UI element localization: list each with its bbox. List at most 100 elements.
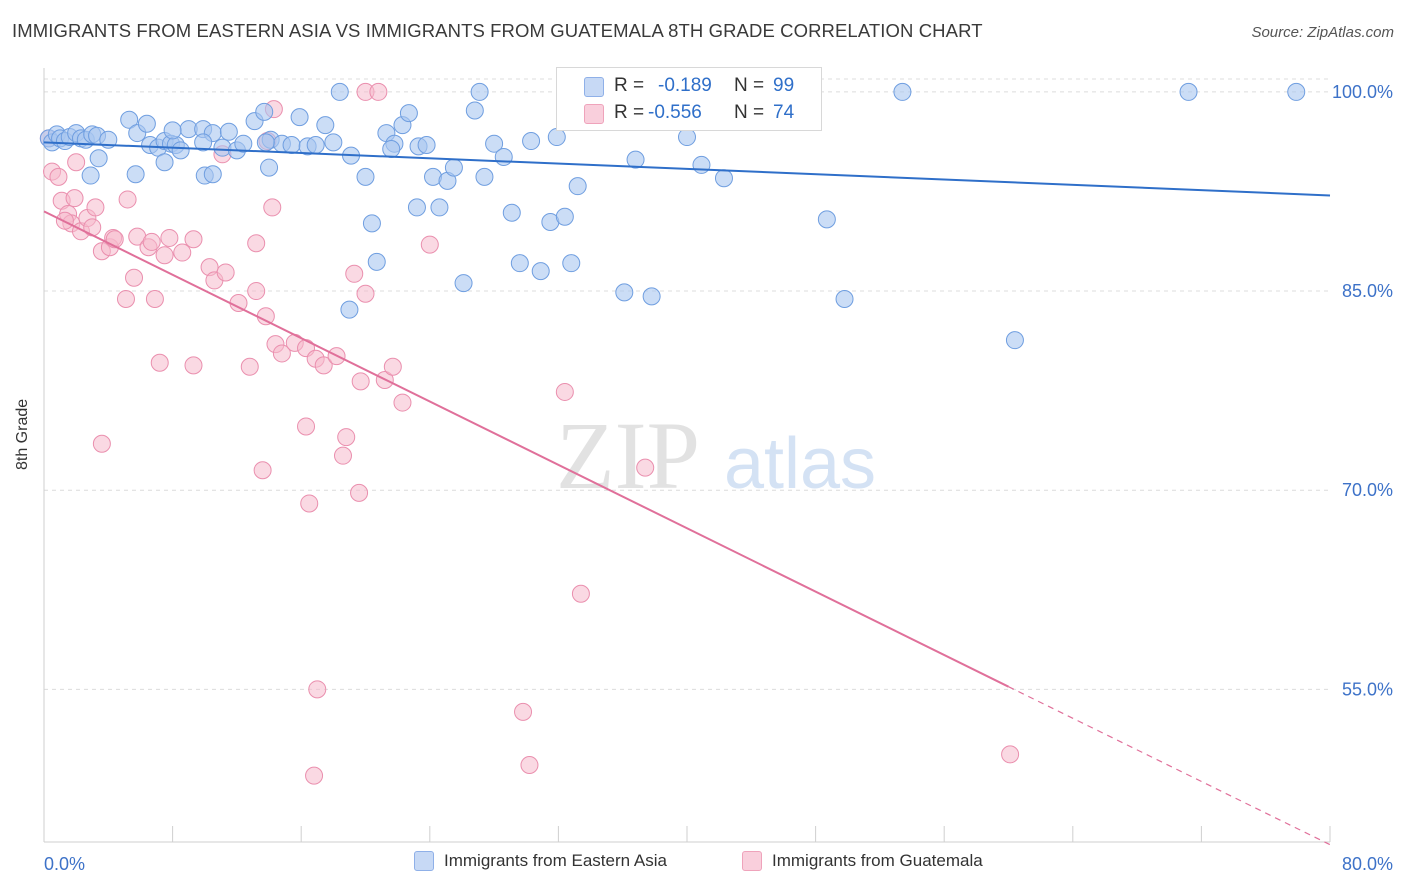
data-point-eastern-asia [382, 140, 401, 158]
data-point-eastern-asia [470, 82, 489, 101]
data-point-eastern-asia [120, 110, 139, 129]
legend-item-guatemala: Immigrants from Guatemala [742, 851, 983, 871]
data-point-guatemala [49, 167, 68, 186]
trend-lines [43, 141, 1331, 846]
data-point-guatemala [150, 353, 169, 372]
data-point-guatemala [142, 232, 161, 251]
data-point-guatemala [67, 153, 86, 172]
data-point-eastern-asia [407, 198, 426, 217]
data-point-eastern-asia [714, 169, 733, 188]
data-point-guatemala [520, 756, 539, 774]
data-point-eastern-asia [290, 108, 309, 127]
x-tick-label: 80.0% [1342, 854, 1393, 874]
data-point-eastern-asia [615, 283, 634, 302]
data-point-eastern-asia [356, 167, 375, 186]
data-point-eastern-asia [260, 158, 279, 177]
data-point-guatemala [555, 382, 574, 401]
eastern-asia-points [39, 82, 1306, 350]
legend-swatch-pink [742, 851, 762, 871]
data-point-guatemala [155, 246, 174, 265]
data-point-guatemala [351, 372, 370, 391]
grid-lines [44, 78, 1330, 690]
data-point-eastern-asia [510, 254, 529, 273]
legend-label-eastern-asia: Immigrants from Eastern Asia [444, 851, 667, 870]
data-point-eastern-asia [255, 102, 274, 121]
data-point-eastern-asia [444, 158, 463, 177]
data-point-guatemala [514, 702, 533, 721]
y-tick-label: 55.0% [1342, 679, 1393, 699]
data-point-guatemala [86, 198, 105, 217]
data-point-guatemala [1001, 745, 1020, 764]
data-point-guatemala [118, 190, 137, 209]
data-point-eastern-asia [81, 166, 100, 185]
y-tick-label: 70.0% [1342, 480, 1393, 500]
data-point-eastern-asia [316, 116, 335, 135]
trend-line-guatemala [43, 210, 1009, 688]
data-point-eastern-asia [282, 136, 301, 155]
data-point-guatemala [420, 235, 439, 254]
data-point-guatemala [173, 243, 192, 262]
data-point-guatemala [184, 230, 203, 249]
data-point-eastern-asia [256, 133, 275, 152]
data-point-eastern-asia [502, 203, 521, 222]
data-point-eastern-asia [194, 133, 213, 152]
data-point-guatemala [636, 458, 655, 477]
n-value: 99 [773, 75, 795, 96]
data-point-guatemala [297, 417, 316, 436]
data-point-guatemala [356, 284, 375, 303]
data-point-guatemala [184, 356, 203, 375]
stats-legend-box: R = -0.189 N = 99 R = -0.556 N = 74 [556, 67, 822, 131]
data-point-eastern-asia [626, 150, 645, 169]
data-point-eastern-asia [1005, 331, 1024, 350]
data-point-guatemala [350, 483, 369, 502]
data-point-guatemala [125, 268, 144, 287]
data-point-eastern-asia [835, 290, 854, 309]
data-point-guatemala [92, 434, 111, 453]
data-point-eastern-asia [454, 274, 473, 293]
x-tick-label: 0.0% [44, 854, 85, 874]
data-point-guatemala [216, 263, 235, 282]
data-point-eastern-asia [203, 165, 222, 184]
data-point-guatemala [571, 584, 590, 603]
data-point-eastern-asia [893, 82, 912, 101]
data-point-eastern-asia [692, 155, 711, 174]
data-point-eastern-asia [475, 167, 494, 186]
data-point-guatemala [65, 189, 84, 208]
data-point-eastern-asia [163, 121, 182, 140]
stats-row-eastern-asia: R = -0.189 N = 99 [557, 73, 821, 99]
legend-item-eastern-asia: Immigrants from Eastern Asia [414, 851, 667, 871]
data-point-eastern-asia [171, 141, 190, 160]
data-point-eastern-asia [522, 132, 541, 151]
n-value: 74 [773, 102, 795, 123]
stats-swatch-blue [584, 77, 604, 97]
y-tick-label: 100.0% [1332, 82, 1393, 102]
data-point-eastern-asia [362, 214, 381, 233]
data-point-guatemala [253, 461, 272, 480]
data-point-guatemala [345, 264, 364, 283]
data-point-eastern-asia [642, 287, 661, 306]
data-point-eastern-asia [531, 262, 550, 281]
data-point-eastern-asia [1287, 82, 1306, 101]
data-point-eastern-asia [562, 254, 581, 273]
data-point-guatemala [256, 307, 275, 326]
data-point-eastern-asia [89, 149, 108, 168]
data-point-guatemala [160, 228, 179, 247]
data-point-eastern-asia [330, 82, 349, 101]
data-point-guatemala [308, 680, 327, 699]
data-point-guatemala [333, 446, 352, 465]
data-point-eastern-asia [568, 177, 587, 196]
tick-labels: 100.0% 85.0% 70.0% 55.0% 0.0% 80.0% [44, 82, 1393, 874]
data-point-guatemala [300, 494, 319, 513]
watermark: ZIP atlas [556, 402, 876, 509]
data-point-eastern-asia [367, 252, 386, 271]
r-label: R = [614, 75, 645, 96]
data-point-eastern-asia [678, 128, 696, 147]
data-point-eastern-asia [324, 133, 343, 152]
data-point-guatemala [229, 294, 248, 312]
r-value: -0.189 [658, 75, 712, 96]
stats-swatch-pink [584, 104, 604, 124]
data-point-eastern-asia [306, 136, 325, 155]
trend-line-guatemala-extension [1008, 686, 1331, 846]
data-point-eastern-asia [1179, 82, 1198, 101]
